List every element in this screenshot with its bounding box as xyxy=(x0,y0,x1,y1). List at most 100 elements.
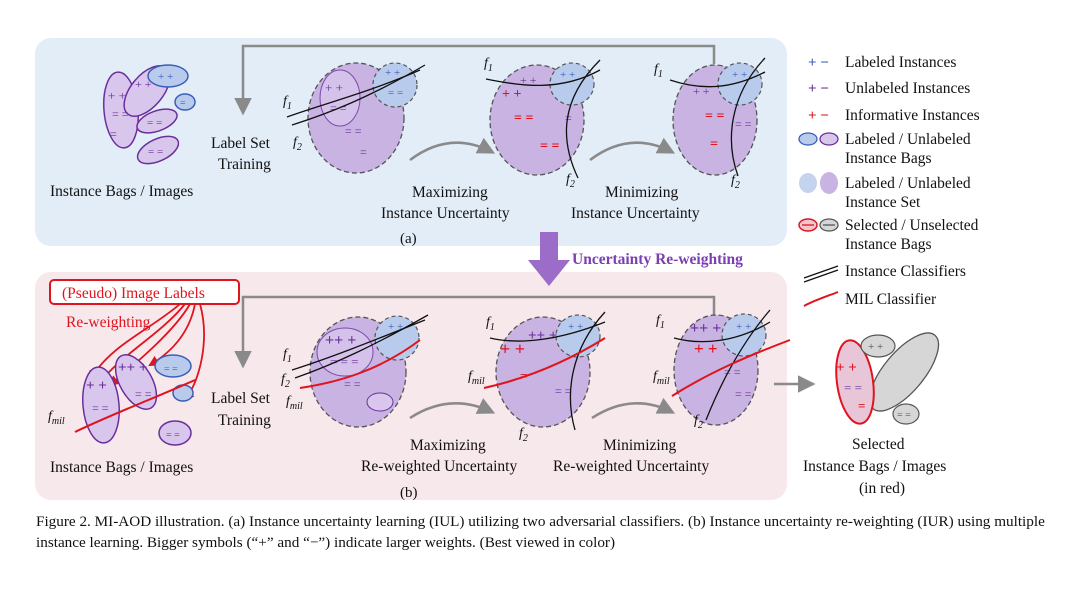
svg-text:=: = xyxy=(180,98,186,109)
figure-caption: Figure 2. MI-AOD illustration. (a) Insta… xyxy=(36,513,1045,551)
svg-text:+ +: + + xyxy=(732,69,747,81)
f2-a3: f2 xyxy=(731,173,740,191)
svg-text:= =: = = xyxy=(148,146,163,158)
legend-labeled-instances: Labeled Instances xyxy=(845,54,956,71)
fmil-b0: fmil xyxy=(48,409,65,427)
instance-bags-a: + + = = = + + + + = = = = = xyxy=(102,64,196,165)
label-set-training-b-2: Training xyxy=(218,412,271,429)
svg-text:= =: = = xyxy=(388,87,403,99)
step-arrow-a2 xyxy=(589,137,676,162)
selected-bags: + + = = = + + = = xyxy=(835,332,940,425)
legend-selected-1: Selected / Unselected xyxy=(845,217,979,234)
f1-b1: f1 xyxy=(283,347,292,365)
svg-text:= =: = = xyxy=(345,124,362,138)
svg-text:+ +: + + xyxy=(108,88,126,103)
svg-text:+ −: + − xyxy=(808,81,829,97)
legend-set-1: Labeled / Unlabeled xyxy=(845,175,971,192)
svg-text:=: = xyxy=(565,111,572,125)
instance-set-a1: + + = = = = = + + = = xyxy=(286,62,426,174)
reweighting-text: Re-weighting xyxy=(66,314,151,331)
panel-b-tag: (b) xyxy=(400,485,418,501)
svg-text:=: = xyxy=(110,127,117,141)
label-set-training-b-1: Label Set xyxy=(211,390,271,407)
svg-text:= =: = = xyxy=(112,107,129,121)
svg-text:= =: = = xyxy=(92,401,109,415)
svg-text:+ −: + − xyxy=(808,108,829,124)
fmil-b3: fmil xyxy=(653,369,670,387)
svg-text:= =: = = xyxy=(844,380,862,395)
svg-text:= =: = = xyxy=(164,364,178,375)
selected-label-1: Selected xyxy=(852,436,905,453)
loop-arrow-a xyxy=(234,44,716,116)
svg-text:= =: = = xyxy=(540,139,559,154)
svg-text:++ +: ++ + xyxy=(325,332,356,349)
svg-text:=: = xyxy=(520,368,527,383)
step1-a-1: Maximizing xyxy=(412,184,488,201)
svg-text:+ +: + + xyxy=(560,69,575,81)
instance-set-a2: + + = = = = + + + + = xyxy=(485,59,601,179)
legend-selected-2: Instance Bags xyxy=(845,236,932,253)
f2-b2: f2 xyxy=(519,426,528,444)
step1-b-2: Re-weighted Uncertainty xyxy=(361,458,517,475)
svg-text:+ +: + + xyxy=(500,339,525,359)
svg-text:=: = xyxy=(858,398,865,413)
pseudo-labels-text: (Pseudo) Image Labels xyxy=(62,285,205,302)
legend-bags-2: Instance Bags xyxy=(845,150,932,167)
svg-text:= = =: = = = xyxy=(330,354,359,369)
svg-text:+ +: + + xyxy=(693,84,710,98)
svg-text:+ +: + + xyxy=(135,77,152,91)
label-set-training-a-1: Label Set xyxy=(211,135,271,152)
panel-a-background xyxy=(35,38,787,246)
svg-text:= =: = = xyxy=(344,377,361,391)
svg-text:+ +: + + xyxy=(836,360,857,376)
svg-text:= =: = = xyxy=(147,117,162,129)
f1-b2: f1 xyxy=(486,315,495,333)
instance-set-b2: + + ++ + = = = + + xyxy=(483,311,606,431)
step2-a-2: Instance Uncertainty xyxy=(571,205,700,222)
legend-informative-instances: Informative Instances xyxy=(845,107,980,124)
svg-text:+ +: + + xyxy=(868,341,883,353)
label-set-training-a-2: Training xyxy=(218,156,271,173)
svg-text:= =: = = xyxy=(514,111,533,126)
uncertainty-reweighting-arrow xyxy=(528,232,570,286)
svg-text:+ +: + + xyxy=(502,87,521,102)
legend-mil-classifier: MIL Classifier xyxy=(845,291,937,308)
step2-b-2: Re-weighted Uncertainty xyxy=(553,458,709,475)
svg-text:+ +: + + xyxy=(325,80,343,95)
fmil-b2: fmil xyxy=(468,369,485,387)
bags-label-a: Instance Bags / Images xyxy=(50,183,193,200)
legend-bags-1: Labeled / Unlabeled xyxy=(845,131,971,148)
f2-b3: f2 xyxy=(694,413,703,431)
svg-text:+ −: + − xyxy=(808,55,829,71)
instance-bags-b: + + = = ++ + = = = = = = xyxy=(74,354,196,446)
svg-text:+ +: + + xyxy=(568,321,583,333)
svg-text:+ +: + + xyxy=(736,321,751,333)
svg-text:++ +: ++ + xyxy=(118,360,147,376)
svg-text:= =: = = xyxy=(705,109,724,124)
svg-text:++ +: ++ + xyxy=(690,320,721,337)
svg-text:= =: = = xyxy=(735,387,752,401)
f1-a3: f1 xyxy=(654,62,663,80)
panel-a: + + = = = + + + + = = = = = Instance Bag… xyxy=(50,44,766,247)
fmil-b1: fmil xyxy=(286,394,303,412)
panel-a-tag: (a) xyxy=(400,231,417,247)
legend-instance-classifiers: Instance Classifiers xyxy=(845,263,966,280)
svg-text:= =: = = xyxy=(897,410,911,421)
f2-a2: f2 xyxy=(566,172,575,190)
instance-set-b3: ++ + + + = = = = + + xyxy=(671,309,791,426)
uncertainty-reweighting-label: Uncertainty Re-weighting xyxy=(572,251,743,268)
svg-text:= =: = = xyxy=(135,387,152,401)
instance-set-a3: + + = = = + + = = xyxy=(669,57,766,177)
svg-text:= =: = = xyxy=(555,384,572,398)
legend-set-2: Instance Set xyxy=(845,194,921,211)
f1-a1: f1 xyxy=(283,94,292,112)
panel-b: (Pseudo) Image Labels Re-weighting + + =… xyxy=(48,279,791,501)
step2-b-1: Minimizing xyxy=(603,437,676,454)
legend: + − Labeled Instances + − Unlabeled Inst… xyxy=(798,54,980,308)
svg-text:+ +: + + xyxy=(385,67,400,79)
f1-b3: f1 xyxy=(656,313,665,331)
step-arrow-b1 xyxy=(409,398,496,420)
step1-b-1: Maximizing xyxy=(410,437,486,454)
instance-set-b1: ++ + = = = = = + + xyxy=(291,314,429,428)
svg-text:= =: = = xyxy=(166,430,180,441)
